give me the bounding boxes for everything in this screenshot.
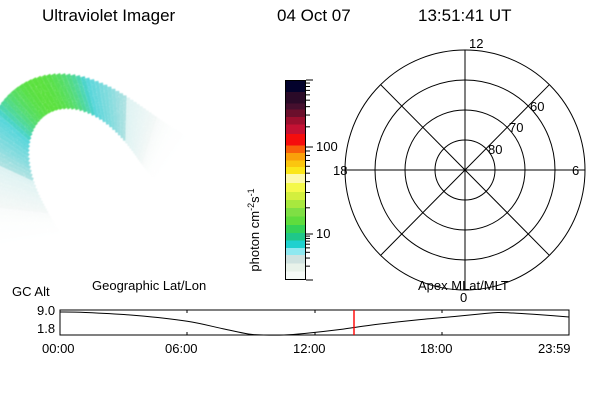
svg-text:23:59: 23:59 [538, 341, 571, 356]
svg-text:1.8: 1.8 [37, 321, 55, 336]
svg-text:9.0: 9.0 [37, 303, 55, 318]
svg-text:18:00: 18:00 [420, 341, 453, 356]
svg-text:GC Alt: GC Alt [12, 284, 50, 299]
svg-text:00:00: 00:00 [42, 341, 75, 356]
svg-text:12:00: 12:00 [293, 341, 326, 356]
svg-text:06:00: 06:00 [165, 341, 198, 356]
